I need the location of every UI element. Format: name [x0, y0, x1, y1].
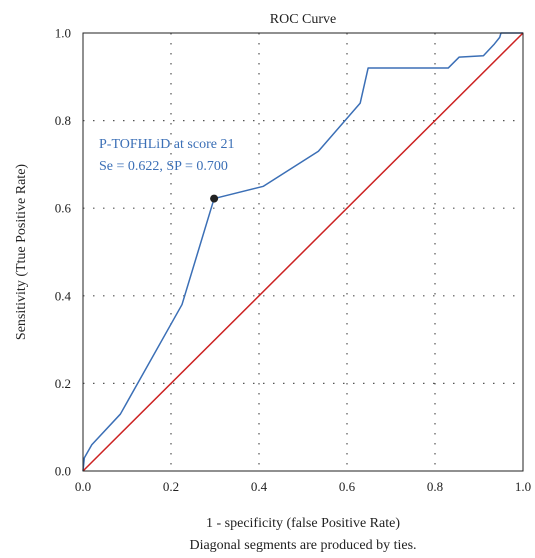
x-tick-label: 1.0 [515, 479, 531, 494]
y-tick-label: 0.2 [55, 376, 71, 391]
reference-diagonal-line [82, 32, 524, 472]
grid-lines [83, 33, 523, 471]
x-tick-label: 0.8 [427, 479, 443, 494]
plot-frame [82, 32, 524, 472]
tick-labels: 0.0 0.2 0.4 0.6 0.8 1.0 0.0 0.2 0.4 0.6 0.8 1.0 [55, 26, 531, 495]
y-tick-label: 0.6 [55, 201, 72, 216]
y-tick-label: 0.4 [55, 288, 72, 303]
x-tick-label: 0.0 [75, 479, 91, 494]
cutoff-point [210, 194, 219, 203]
roc-curve-line [82, 32, 523, 472]
x-tick-label: 0.4 [251, 479, 268, 494]
y-tick-label: 0.0 [55, 464, 71, 479]
series-layer [82, 32, 524, 472]
y-tick-label: 0.8 [55, 113, 71, 128]
chart-title: ROC Curve [270, 12, 337, 27]
y-tick-label: 1.0 [55, 26, 71, 41]
y-axis-title: Sensitivity (Ttue Positive Rate) [14, 164, 29, 340]
footnote: Diagonal segments are produced by ties. [189, 538, 416, 553]
annotation-line-1: P-TOFHLiD at score 21 [99, 137, 234, 152]
x-tick-label: 0.6 [339, 479, 356, 494]
x-axis-title: 1 - specificity (false Positive Rate) [206, 516, 400, 531]
annotation-line-2: Se = 0.622, SP = 0.700 [99, 159, 228, 174]
x-tick-label: 0.2 [163, 479, 179, 494]
